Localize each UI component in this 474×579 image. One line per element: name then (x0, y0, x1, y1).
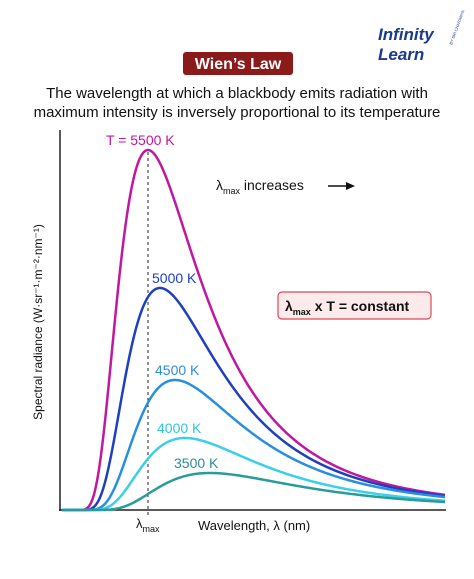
y-axis-label: Spectral radiance (W·sr⁻¹·m⁻²·nm⁻¹) (31, 224, 45, 420)
subtitle-line: The wavelength at which a blackbody emit… (46, 85, 428, 102)
curves (62, 148, 446, 512)
logo-line1: Infinity (378, 25, 435, 44)
arrow-note: λmax increases (216, 177, 304, 196)
curve-label: 4000 K (157, 420, 202, 436)
curve-label: 3500 K (174, 455, 219, 471)
title-box (183, 52, 293, 75)
arrow-head (346, 182, 355, 190)
curve (62, 378, 446, 512)
subtitle-line: maximum intensity is inversely proportio… (34, 104, 441, 121)
x-axis-label: Wavelength, λ (nm) (198, 518, 310, 533)
curve-label: T = 5500 K (106, 132, 175, 148)
x-marker: λmax (136, 516, 160, 534)
logo-line2: Learn (378, 45, 424, 64)
curve (62, 436, 446, 512)
curve-label: 4500 K (155, 362, 200, 378)
formula: λmax x T = constant (285, 298, 410, 317)
curve (62, 286, 446, 512)
curve-label: 5000 K (152, 270, 197, 286)
curve (62, 148, 446, 512)
formula-box (277, 291, 432, 320)
curve (62, 471, 446, 512)
title: Wien’s Law (195, 56, 282, 73)
